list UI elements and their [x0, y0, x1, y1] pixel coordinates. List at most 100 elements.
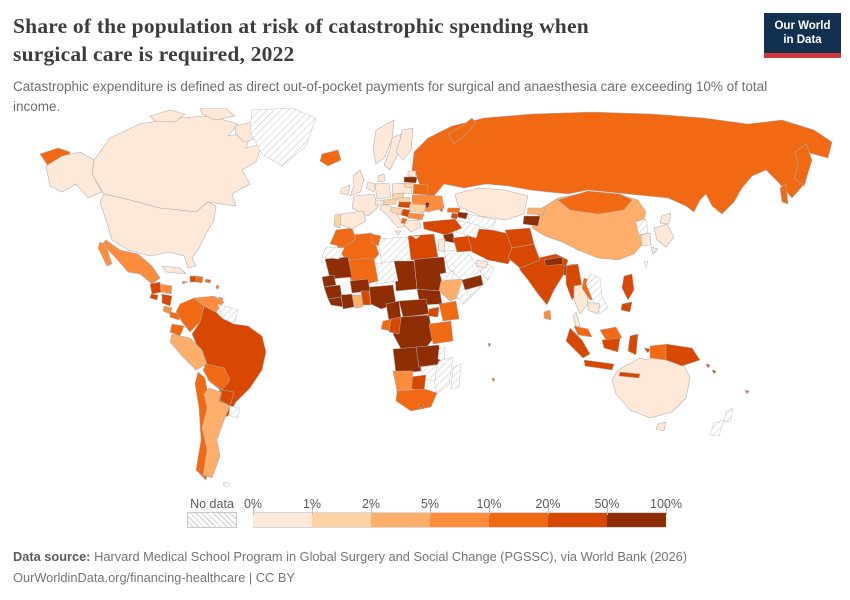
country-cote-divoire[interactable] — [340, 293, 355, 310]
country-guinea[interactable] — [323, 284, 343, 300]
country-cambodia[interactable] — [587, 301, 601, 315]
country-indonesia[interactable] — [601, 337, 621, 353]
country-japan[interactable] — [653, 223, 675, 248]
country-fiji[interactable] — [744, 389, 750, 395]
country-tunisia[interactable] — [370, 233, 382, 247]
country-norway[interactable] — [372, 119, 395, 165]
legend-swatch-3[interactable] — [430, 512, 489, 528]
country-honduras[interactable] — [159, 283, 173, 295]
country-indonesia-papua[interactable] — [649, 343, 669, 361]
legend-swatch-2[interactable] — [371, 512, 430, 528]
country-tajikistan[interactable] — [522, 215, 541, 227]
country-switzerland[interactable] — [374, 199, 385, 206]
country-denmark[interactable] — [377, 173, 386, 183]
country-philippines[interactable] — [621, 273, 635, 301]
country-uruguay[interactable] — [228, 405, 241, 419]
country-vietnam[interactable] — [585, 273, 609, 314]
country-india[interactable] — [517, 253, 569, 306]
country-kazakhstan[interactable] — [454, 187, 529, 221]
country-estonia[interactable] — [407, 170, 417, 178]
country-malaysia[interactable] — [573, 325, 593, 338]
country-jamaica[interactable] — [181, 280, 189, 285]
country-argentina[interactable] — [201, 387, 231, 479]
country-new-zealand[interactable] — [723, 407, 734, 423]
country-russia[interactable] — [411, 111, 833, 215]
country-south-korea[interactable] — [640, 232, 652, 247]
country-senegal[interactable] — [321, 274, 337, 288]
country-lesotho[interactable] — [418, 403, 425, 409]
country-burkina-faso[interactable] — [349, 278, 371, 294]
country-benelux[interactable] — [365, 181, 376, 193]
country-uganda[interactable] — [427, 306, 440, 318]
country-mauritania[interactable] — [324, 256, 353, 280]
country-belarus[interactable] — [412, 183, 429, 196]
country-azerbaijan[interactable] — [456, 211, 469, 220]
country-tanzania[interactable] — [428, 320, 454, 345]
country-israel-jordan[interactable] — [437, 238, 446, 253]
country-canada[interactable] — [199, 108, 236, 121]
country-nepal[interactable] — [543, 256, 564, 267]
country-new-zealand[interactable] — [709, 419, 725, 437]
country-finland[interactable] — [395, 127, 414, 161]
country-madagascar[interactable] — [450, 363, 462, 390]
country-greenland[interactable] — [249, 108, 317, 167]
country-philippines[interactable] — [620, 301, 633, 313]
country-australia[interactable] — [655, 421, 667, 432]
country-uae-qatar[interactable] — [475, 259, 489, 269]
country-bulgaria[interactable] — [407, 212, 425, 221]
country-malaysia[interactable] — [599, 326, 623, 341]
country-armenia[interactable] — [450, 212, 459, 220]
country-portugal[interactable] — [333, 213, 342, 229]
legend-swatch-6[interactable] — [607, 512, 666, 528]
country-mongolia[interactable] — [557, 190, 633, 215]
country-indonesia[interactable] — [618, 371, 641, 379]
country-iraq[interactable] — [452, 235, 473, 253]
country-italy[interactable] — [394, 230, 402, 236]
country-zambia[interactable] — [415, 344, 442, 368]
country-togo-benin[interactable] — [360, 290, 372, 306]
country-usa[interactable] — [45, 151, 103, 199]
country-indonesia[interactable] — [583, 359, 615, 371]
country-indonesia[interactable] — [643, 347, 651, 354]
country-solomon-islands[interactable] — [705, 363, 711, 369]
country-guyana-suriname[interactable] — [217, 303, 239, 325]
country-usa[interactable] — [99, 193, 217, 269]
country-central-african-republic[interactable] — [398, 298, 430, 318]
country-france[interactable] — [351, 193, 379, 217]
owid-logo[interactable]: Our World in Data — [764, 13, 841, 58]
country-canada[interactable] — [149, 109, 186, 123]
country-ghana[interactable] — [351, 294, 364, 309]
country-sri-lanka[interactable] — [543, 309, 552, 321]
country-egypt[interactable] — [407, 233, 439, 261]
country-croatia-bosnia[interactable] — [389, 206, 404, 216]
country-thailand[interactable] — [572, 311, 581, 328]
country-yemen[interactable] — [461, 274, 484, 291]
legend-swatch-0[interactable] — [253, 512, 312, 528]
country-russia[interactable] — [793, 143, 813, 187]
legend-swatch-5[interactable] — [548, 512, 607, 528]
country-iceland[interactable] — [319, 149, 342, 167]
country-greece[interactable] — [403, 219, 422, 233]
country-falkland-islands[interactable] — [222, 481, 231, 488]
country-papua-new-guinea[interactable] — [665, 343, 701, 367]
legend-swatch-4[interactable] — [489, 512, 548, 528]
country-indonesia[interactable] — [565, 327, 591, 359]
country-mexico[interactable] — [97, 241, 113, 267]
country-south-africa[interactable] — [395, 388, 438, 412]
country-el-salvador[interactable] — [149, 293, 159, 301]
country-north-korea[interactable] — [635, 218, 649, 236]
country-united-kingdom[interactable] — [349, 169, 365, 197]
country-slovakia[interactable] — [397, 196, 411, 203]
country-morocco[interactable] — [329, 227, 357, 248]
country-solomon-islands[interactable] — [711, 369, 717, 375]
country-chad[interactable] — [393, 260, 418, 292]
country-latvia[interactable] — [403, 176, 418, 184]
country-pakistan[interactable] — [507, 243, 541, 269]
country-germany[interactable] — [374, 182, 392, 200]
country-indian-ocean-islands[interactable] — [491, 377, 496, 383]
country-japan[interactable] — [659, 212, 672, 225]
country-greece[interactable] — [411, 235, 421, 240]
country-kyrgyzstan[interactable] — [526, 207, 546, 216]
country-uzbekistan[interactable] — [467, 213, 497, 231]
country-dominican-republic[interactable] — [195, 275, 204, 284]
